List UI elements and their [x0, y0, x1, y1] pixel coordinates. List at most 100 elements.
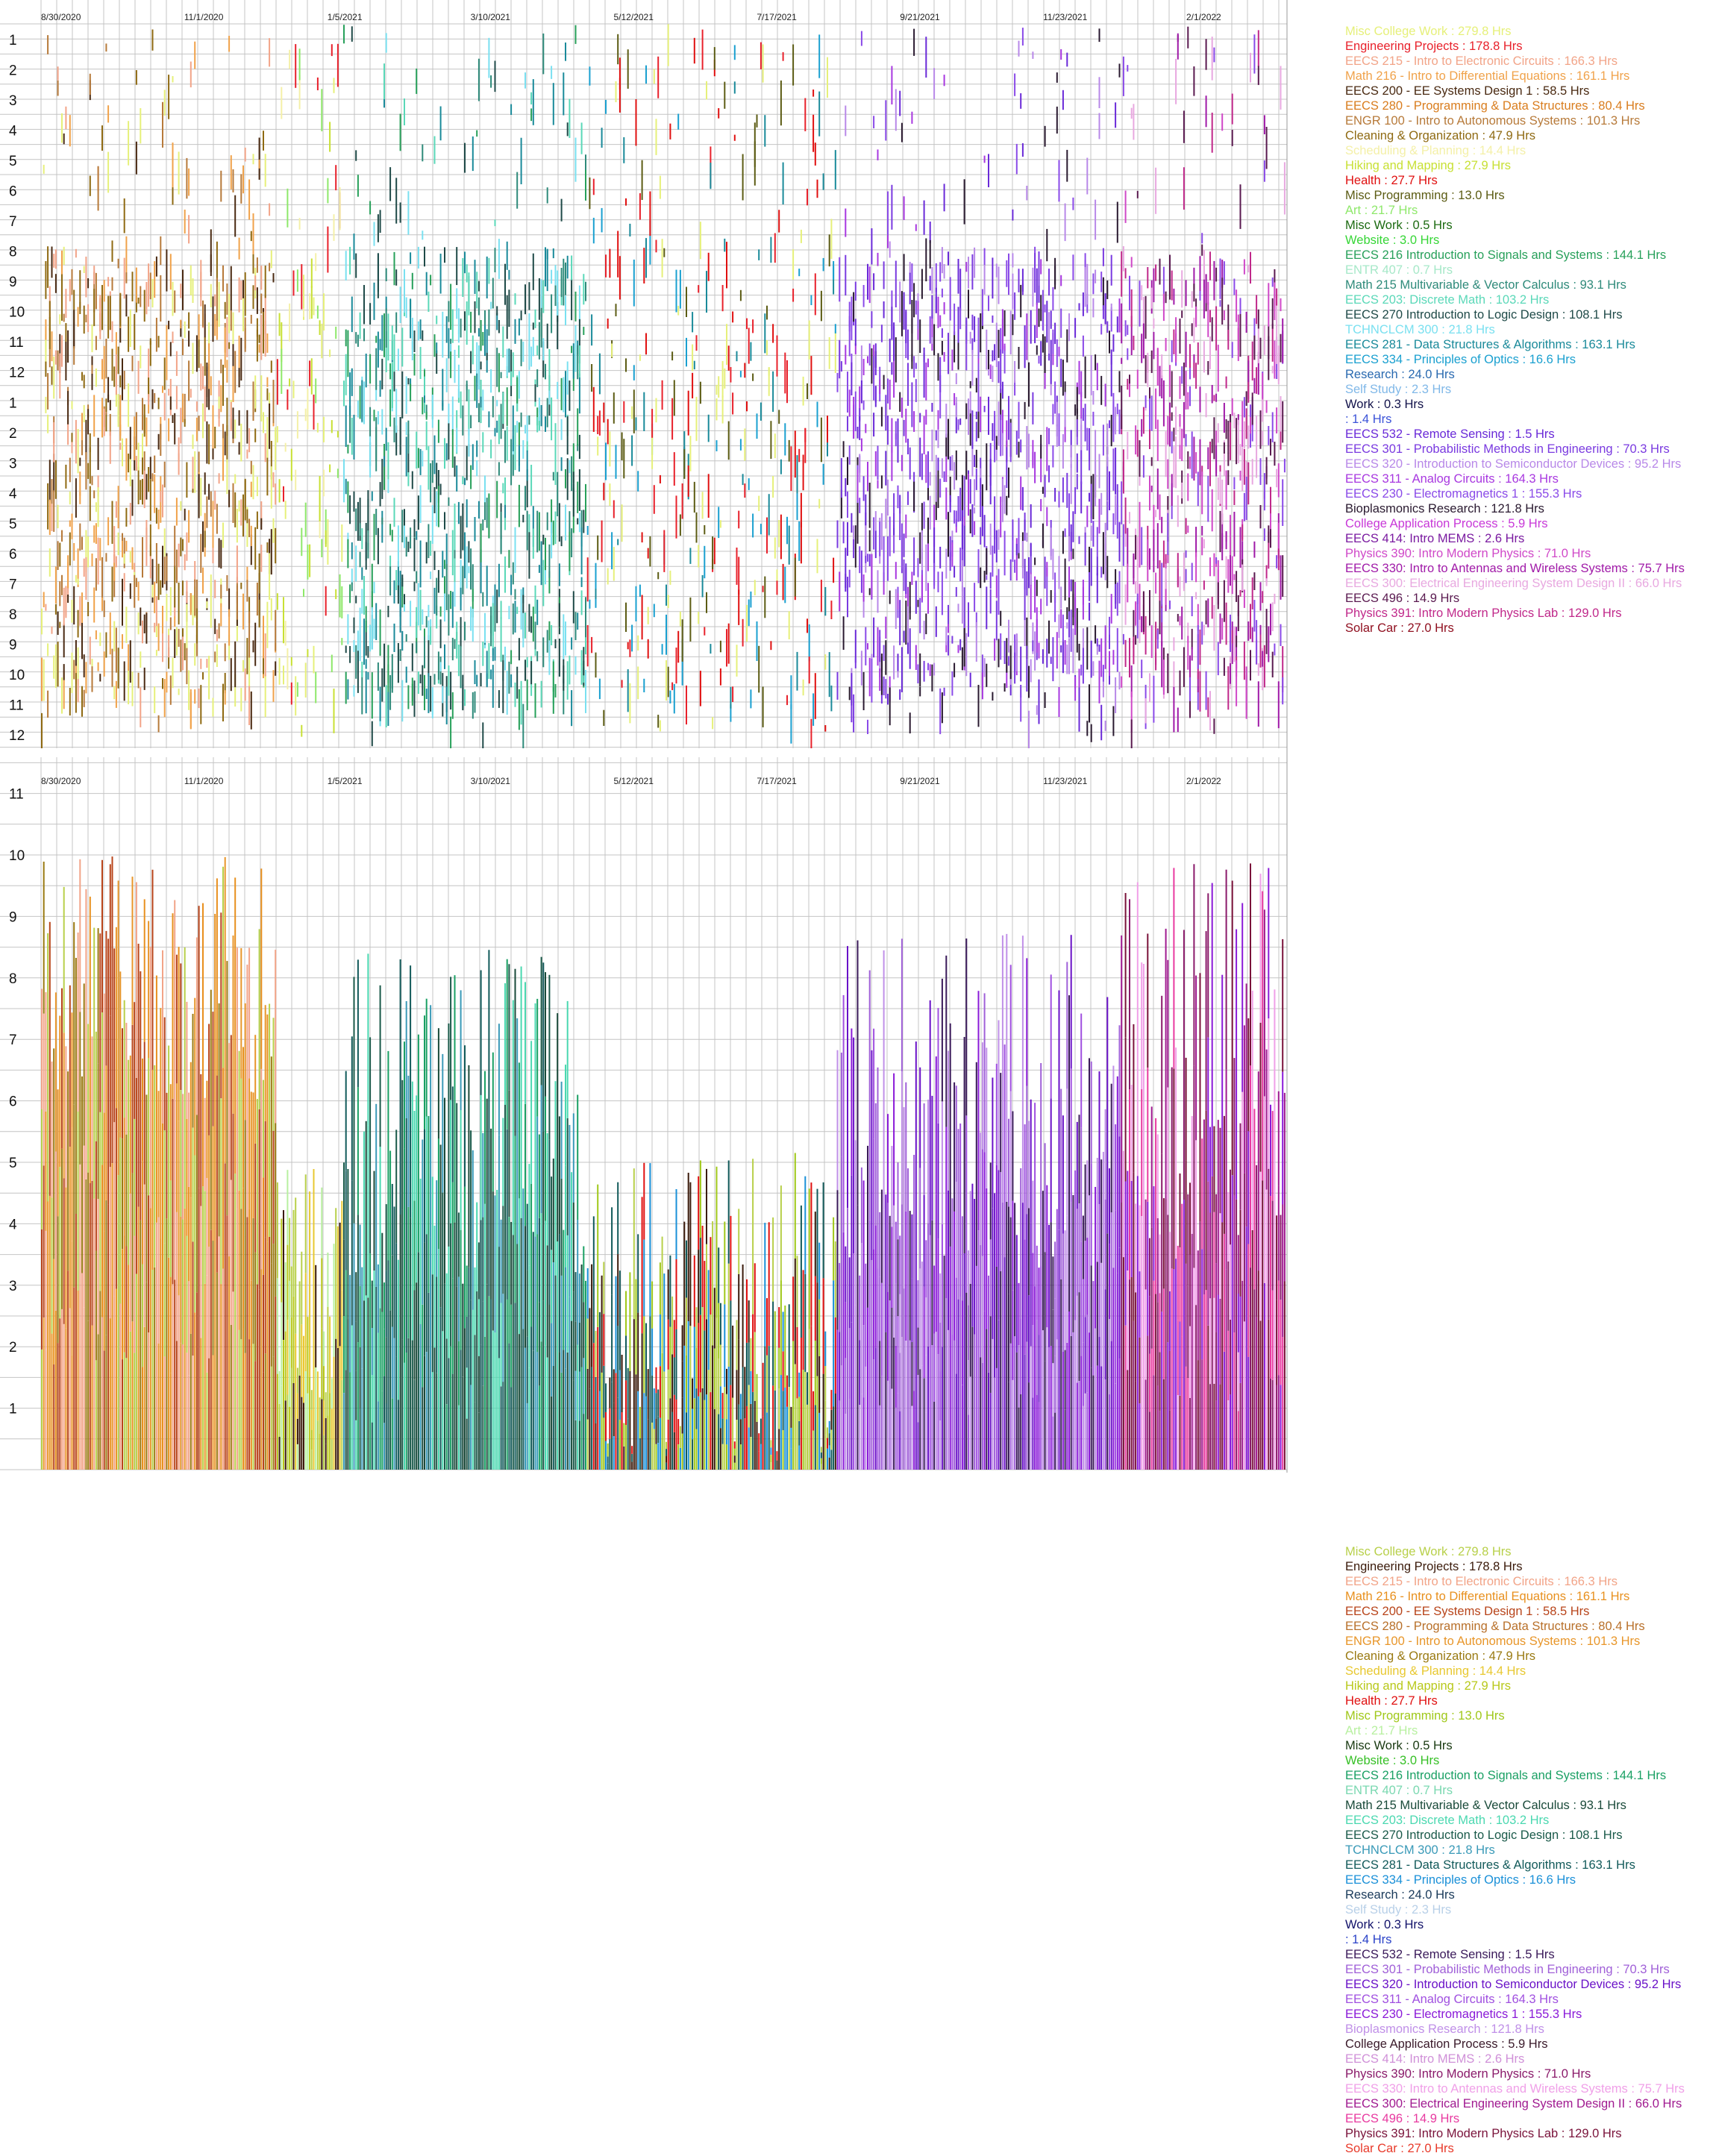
activity-mark	[542, 637, 544, 667]
activity-mark	[1046, 507, 1048, 527]
activity-mark	[492, 665, 494, 708]
bar-segment	[629, 1272, 630, 1370]
activity-mark	[1236, 660, 1237, 706]
bar-segment	[617, 1326, 619, 1397]
activity-mark	[1224, 442, 1225, 454]
activity-mark	[168, 419, 169, 442]
activity-mark	[1085, 404, 1086, 442]
activity-mark	[150, 479, 151, 521]
activity-mark	[422, 397, 423, 414]
activity-mark	[545, 364, 546, 380]
activity-mark	[394, 418, 395, 442]
activity-mark	[1192, 323, 1193, 336]
activity-mark	[901, 291, 903, 336]
bar-segment	[309, 1284, 310, 1376]
activity-mark	[424, 370, 425, 377]
bar-segment	[200, 1074, 201, 1206]
hour-tick-label: 1	[9, 33, 17, 48]
bar-segment	[63, 887, 65, 1032]
activity-mark	[1014, 380, 1015, 395]
activity-mark	[1238, 315, 1239, 361]
activity-mark	[182, 636, 184, 670]
activity-mark	[315, 253, 316, 271]
bar-segment	[72, 1012, 73, 1126]
activity-mark	[1018, 402, 1020, 439]
activity-mark	[1115, 407, 1116, 434]
activity-mark	[1201, 526, 1203, 536]
activity-mark	[1149, 476, 1150, 511]
bar-segment	[448, 1247, 449, 1359]
bar-segment	[277, 1182, 278, 1278]
activity-mark	[901, 455, 903, 471]
bar-segment	[502, 1206, 504, 1294]
activity-mark	[239, 278, 240, 313]
activity-mark	[254, 375, 256, 408]
activity-mark	[325, 586, 327, 616]
activity-mark	[627, 669, 629, 712]
activity-mark	[1187, 392, 1189, 410]
activity-mark	[502, 327, 504, 358]
activity-mark	[1036, 705, 1038, 715]
bar-segment	[194, 998, 195, 1156]
activity-mark	[746, 401, 748, 411]
activity-mark	[636, 99, 637, 145]
activity-mark	[810, 295, 812, 305]
activity-mark	[225, 328, 226, 368]
activity-mark	[1059, 556, 1060, 589]
activity-mark	[1079, 303, 1080, 310]
activity-mark	[1177, 34, 1179, 60]
activity-mark	[865, 523, 866, 556]
activity-mark	[694, 38, 695, 63]
bar-segment	[59, 1167, 60, 1318]
activity-mark	[438, 651, 439, 680]
activity-mark	[1129, 512, 1130, 524]
activity-mark	[450, 717, 451, 748]
bar-segment	[601, 1373, 603, 1470]
activity-mark	[245, 668, 246, 701]
activity-mark	[599, 354, 601, 395]
activity-mark	[401, 372, 403, 419]
activity-mark	[226, 398, 228, 436]
bar-segment	[369, 1037, 371, 1253]
bar-segment	[682, 1361, 683, 1397]
activity-mark	[508, 348, 510, 372]
activity-mark	[351, 297, 353, 333]
bar-segment	[616, 1373, 617, 1470]
bar-segment	[559, 1352, 560, 1470]
bar-segment	[519, 1062, 520, 1198]
bar-segment	[134, 1236, 135, 1353]
activity-mark	[649, 192, 651, 236]
activity-mark	[279, 658, 281, 685]
bar-segment	[480, 1220, 482, 1344]
activity-mark	[158, 398, 160, 410]
bar-segment	[208, 1247, 210, 1358]
bar-segment	[530, 1326, 532, 1470]
activity-mark	[484, 635, 486, 643]
bar-segment	[378, 1401, 379, 1470]
bar-segment	[607, 1456, 609, 1463]
bar-segment	[577, 1345, 578, 1470]
bar-segment	[609, 1439, 610, 1470]
activity-mark	[1109, 676, 1110, 685]
activity-mark	[428, 292, 429, 312]
activity-mark	[93, 490, 95, 498]
activity-mark	[104, 601, 105, 617]
bar-segment	[263, 1275, 264, 1373]
bar-segment	[313, 1169, 315, 1269]
activity-mark	[648, 639, 649, 659]
activity-mark	[845, 209, 846, 237]
activity-mark	[200, 478, 201, 516]
activity-mark	[196, 418, 198, 442]
activity-mark	[420, 674, 422, 683]
bar-segment	[565, 1368, 566, 1470]
activity-mark	[956, 587, 957, 597]
activity-mark	[49, 500, 51, 535]
activity-mark	[1127, 348, 1128, 360]
activity-mark	[248, 612, 250, 658]
activity-mark	[1161, 375, 1162, 398]
bar-segment	[245, 1236, 246, 1353]
activity-mark	[613, 547, 615, 580]
activity-mark	[1054, 488, 1056, 502]
bar-segment	[254, 1361, 256, 1470]
